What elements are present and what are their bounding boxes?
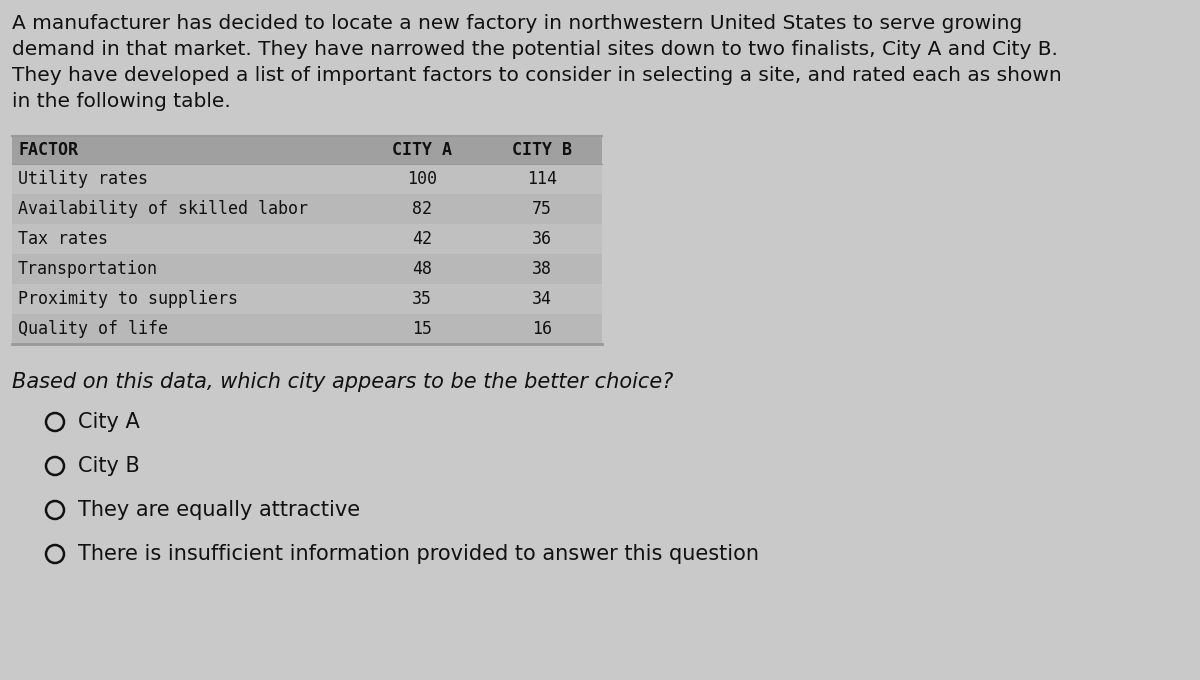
Text: City B: City B — [78, 456, 139, 476]
Text: Based on this data, which city appears to be the better choice?: Based on this data, which city appears t… — [12, 372, 673, 392]
Text: 16: 16 — [532, 320, 552, 338]
FancyBboxPatch shape — [12, 136, 602, 164]
Text: 48: 48 — [412, 260, 432, 278]
Text: 15: 15 — [412, 320, 432, 338]
FancyBboxPatch shape — [12, 284, 602, 314]
FancyBboxPatch shape — [12, 224, 602, 254]
Text: demand in that market. They have narrowed the potential sites down to two finali: demand in that market. They have narrowe… — [12, 40, 1058, 59]
FancyBboxPatch shape — [12, 194, 602, 224]
Text: 36: 36 — [532, 230, 552, 248]
Text: A manufacturer has decided to locate a new factory in northwestern United States: A manufacturer has decided to locate a n… — [12, 14, 1022, 33]
FancyBboxPatch shape — [12, 314, 602, 344]
Text: City A: City A — [78, 412, 139, 432]
Text: 75: 75 — [532, 200, 552, 218]
Text: Tax rates: Tax rates — [18, 230, 108, 248]
Text: There is insufficient information provided to answer this question: There is insufficient information provid… — [78, 544, 760, 564]
Text: 114: 114 — [527, 170, 557, 188]
Text: 100: 100 — [407, 170, 437, 188]
Text: CITY A: CITY A — [392, 141, 452, 159]
Text: in the following table.: in the following table. — [12, 92, 230, 111]
Text: 35: 35 — [412, 290, 432, 308]
Text: FACTOR: FACTOR — [18, 141, 78, 159]
Text: Availability of skilled labor: Availability of skilled labor — [18, 200, 308, 218]
FancyBboxPatch shape — [12, 164, 602, 194]
FancyBboxPatch shape — [12, 254, 602, 284]
Text: Proximity to suppliers: Proximity to suppliers — [18, 290, 238, 308]
Text: 42: 42 — [412, 230, 432, 248]
Text: Quality of life: Quality of life — [18, 320, 168, 338]
Text: Utility rates: Utility rates — [18, 170, 148, 188]
Text: 34: 34 — [532, 290, 552, 308]
Text: They have developed a list of important factors to consider in selecting a site,: They have developed a list of important … — [12, 66, 1062, 85]
Text: CITY B: CITY B — [512, 141, 572, 159]
Text: 82: 82 — [412, 200, 432, 218]
Text: Transportation: Transportation — [18, 260, 158, 278]
Text: 38: 38 — [532, 260, 552, 278]
Text: They are equally attractive: They are equally attractive — [78, 500, 360, 520]
